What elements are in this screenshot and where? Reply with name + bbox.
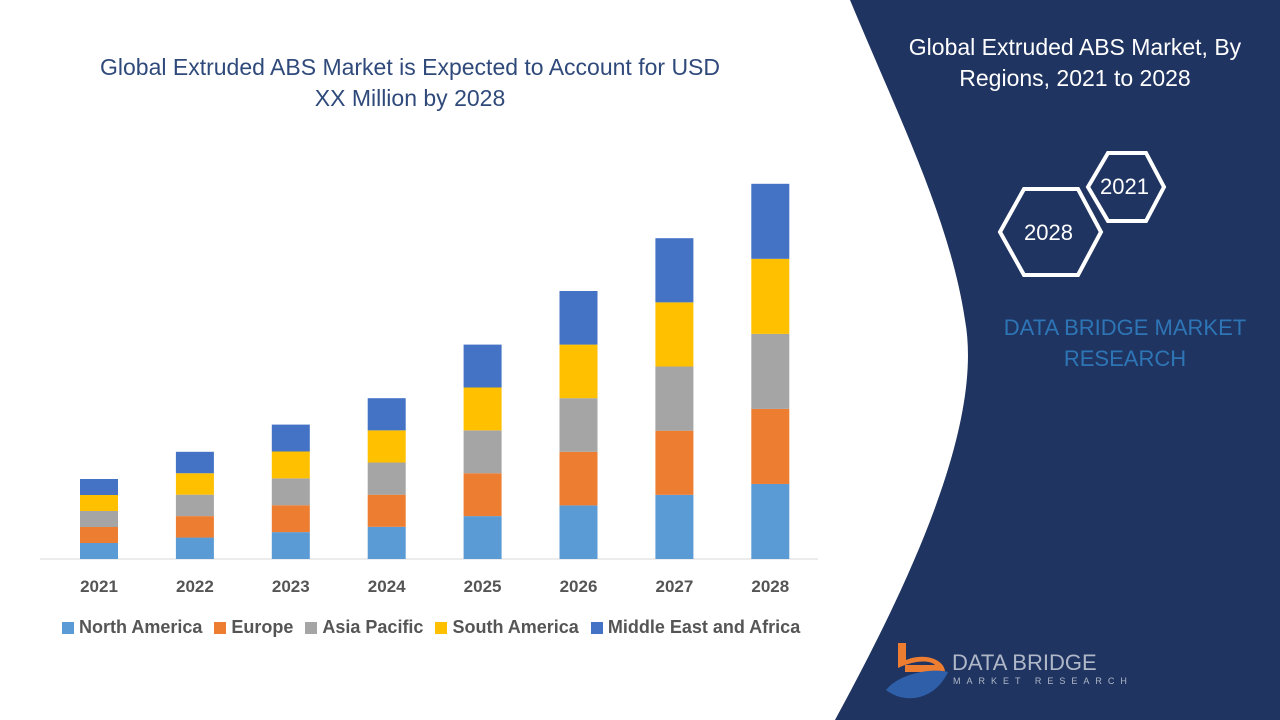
- bar-2022-north-america: [175, 537, 214, 559]
- legend-label: Asia Pacific: [322, 617, 424, 637]
- x-tick-label: 2025: [464, 577, 502, 596]
- x-tick-label: 2026: [560, 577, 598, 596]
- bar-2022-middle-east-and-africa: [175, 451, 214, 474]
- side-panel: [835, 0, 1280, 720]
- logo-text: DATA BRIDGE: [952, 650, 1097, 675]
- bar-2022-asia-pacific: [175, 494, 214, 517]
- bar-2024-europe: [367, 494, 406, 527]
- x-tick-label: 2028: [751, 577, 789, 596]
- bar-2026-north-america: [559, 505, 598, 559]
- bar-2023-asia-pacific: [271, 478, 310, 506]
- legend-swatch: [214, 621, 227, 634]
- bar-2026-middle-east-and-africa: [559, 291, 598, 345]
- legend-swatch: [305, 621, 318, 634]
- bar-2021-middle-east-and-africa: [80, 479, 118, 495]
- bar-2028-south-america: [751, 258, 790, 334]
- bar-2021-north-america: [80, 543, 118, 559]
- bar-2026-south-america: [559, 344, 598, 399]
- legend-label: Europe: [231, 617, 294, 637]
- bar-2023-middle-east-and-africa: [271, 424, 310, 452]
- bar-2027-north-america: [655, 494, 694, 559]
- bar-2024-middle-east-and-africa: [367, 398, 406, 431]
- legend-item-europe: Europe: [214, 617, 293, 638]
- bar-2023-north-america: [271, 532, 310, 559]
- bar-2028-middle-east-and-africa: [751, 183, 790, 259]
- x-tick-label: 2024: [368, 577, 406, 596]
- bar-2028-asia-pacific: [751, 333, 790, 409]
- x-tick-label: 2021: [80, 577, 118, 596]
- legend-swatch: [62, 621, 74, 634]
- legend-label: Middle East and Africa: [607, 617, 801, 637]
- bar-2022-europe: [175, 516, 214, 538]
- legend-label: North America: [79, 617, 203, 637]
- legend-item-north-america: North America: [62, 617, 202, 638]
- bar-2024-south-america: [367, 430, 406, 463]
- brand-text: DATA BRIDGE MARKET RESEARCH: [1003, 315, 1247, 371]
- bar-2021-south-america: [80, 495, 118, 511]
- logo-icon: [886, 643, 948, 699]
- chart-title: Global Extruded ABS Market is Expected t…: [99, 54, 721, 111]
- side-panel-title: Global Extruded ABS Market, By Regions, …: [908, 34, 1242, 91]
- bar-2021-europe: [80, 527, 118, 543]
- bar-2024-asia-pacific: [367, 462, 406, 495]
- bar-2024-north-america: [367, 526, 406, 559]
- bar-2021-asia-pacific: [80, 511, 118, 527]
- hexagon-2021: [1085, 151, 1167, 223]
- legend-item-asia-pacific: Asia Pacific: [305, 617, 423, 638]
- hex-label-2021: 2021: [1100, 174, 1149, 199]
- legend-label: South America: [452, 617, 579, 637]
- legend-item-middle-east-africa: Middle East and Africa: [590, 617, 801, 638]
- legend: North America Europe Asia Pacific South …: [62, 617, 800, 638]
- legend-swatch: [590, 621, 603, 634]
- bar-2025-middle-east-and-africa: [463, 344, 502, 388]
- x-tick-label: 2027: [655, 577, 693, 596]
- bar-2027-asia-pacific: [655, 366, 694, 431]
- bar-2025-north-america: [463, 516, 502, 559]
- bar-2025-asia-pacific: [463, 430, 502, 474]
- x-tick-label: 2023: [272, 577, 310, 596]
- bar-2026-europe: [559, 451, 598, 506]
- bar-2028-europe: [751, 408, 790, 484]
- bar-2022-south-america: [175, 473, 214, 495]
- bar-2023-europe: [271, 505, 310, 533]
- bar-2027-middle-east-and-africa: [655, 238, 694, 303]
- bar-2028-north-america: [751, 483, 790, 559]
- bar-2023-south-america: [271, 451, 310, 479]
- legend-item-south-america: South America: [435, 617, 579, 638]
- bar-2025-europe: [463, 473, 502, 517]
- bar-2027-europe: [655, 430, 694, 495]
- bar-2026-asia-pacific: [559, 398, 598, 452]
- logo-subtext: MARKET RESEARCH: [953, 676, 1133, 686]
- x-tick-label: 2022: [176, 577, 214, 596]
- hexagon-2028: [997, 187, 1104, 277]
- hex-label-2028: 2028: [1024, 220, 1073, 245]
- bar-2027-south-america: [655, 302, 694, 367]
- legend-swatch: [435, 621, 448, 634]
- bar-2025-south-america: [463, 387, 502, 431]
